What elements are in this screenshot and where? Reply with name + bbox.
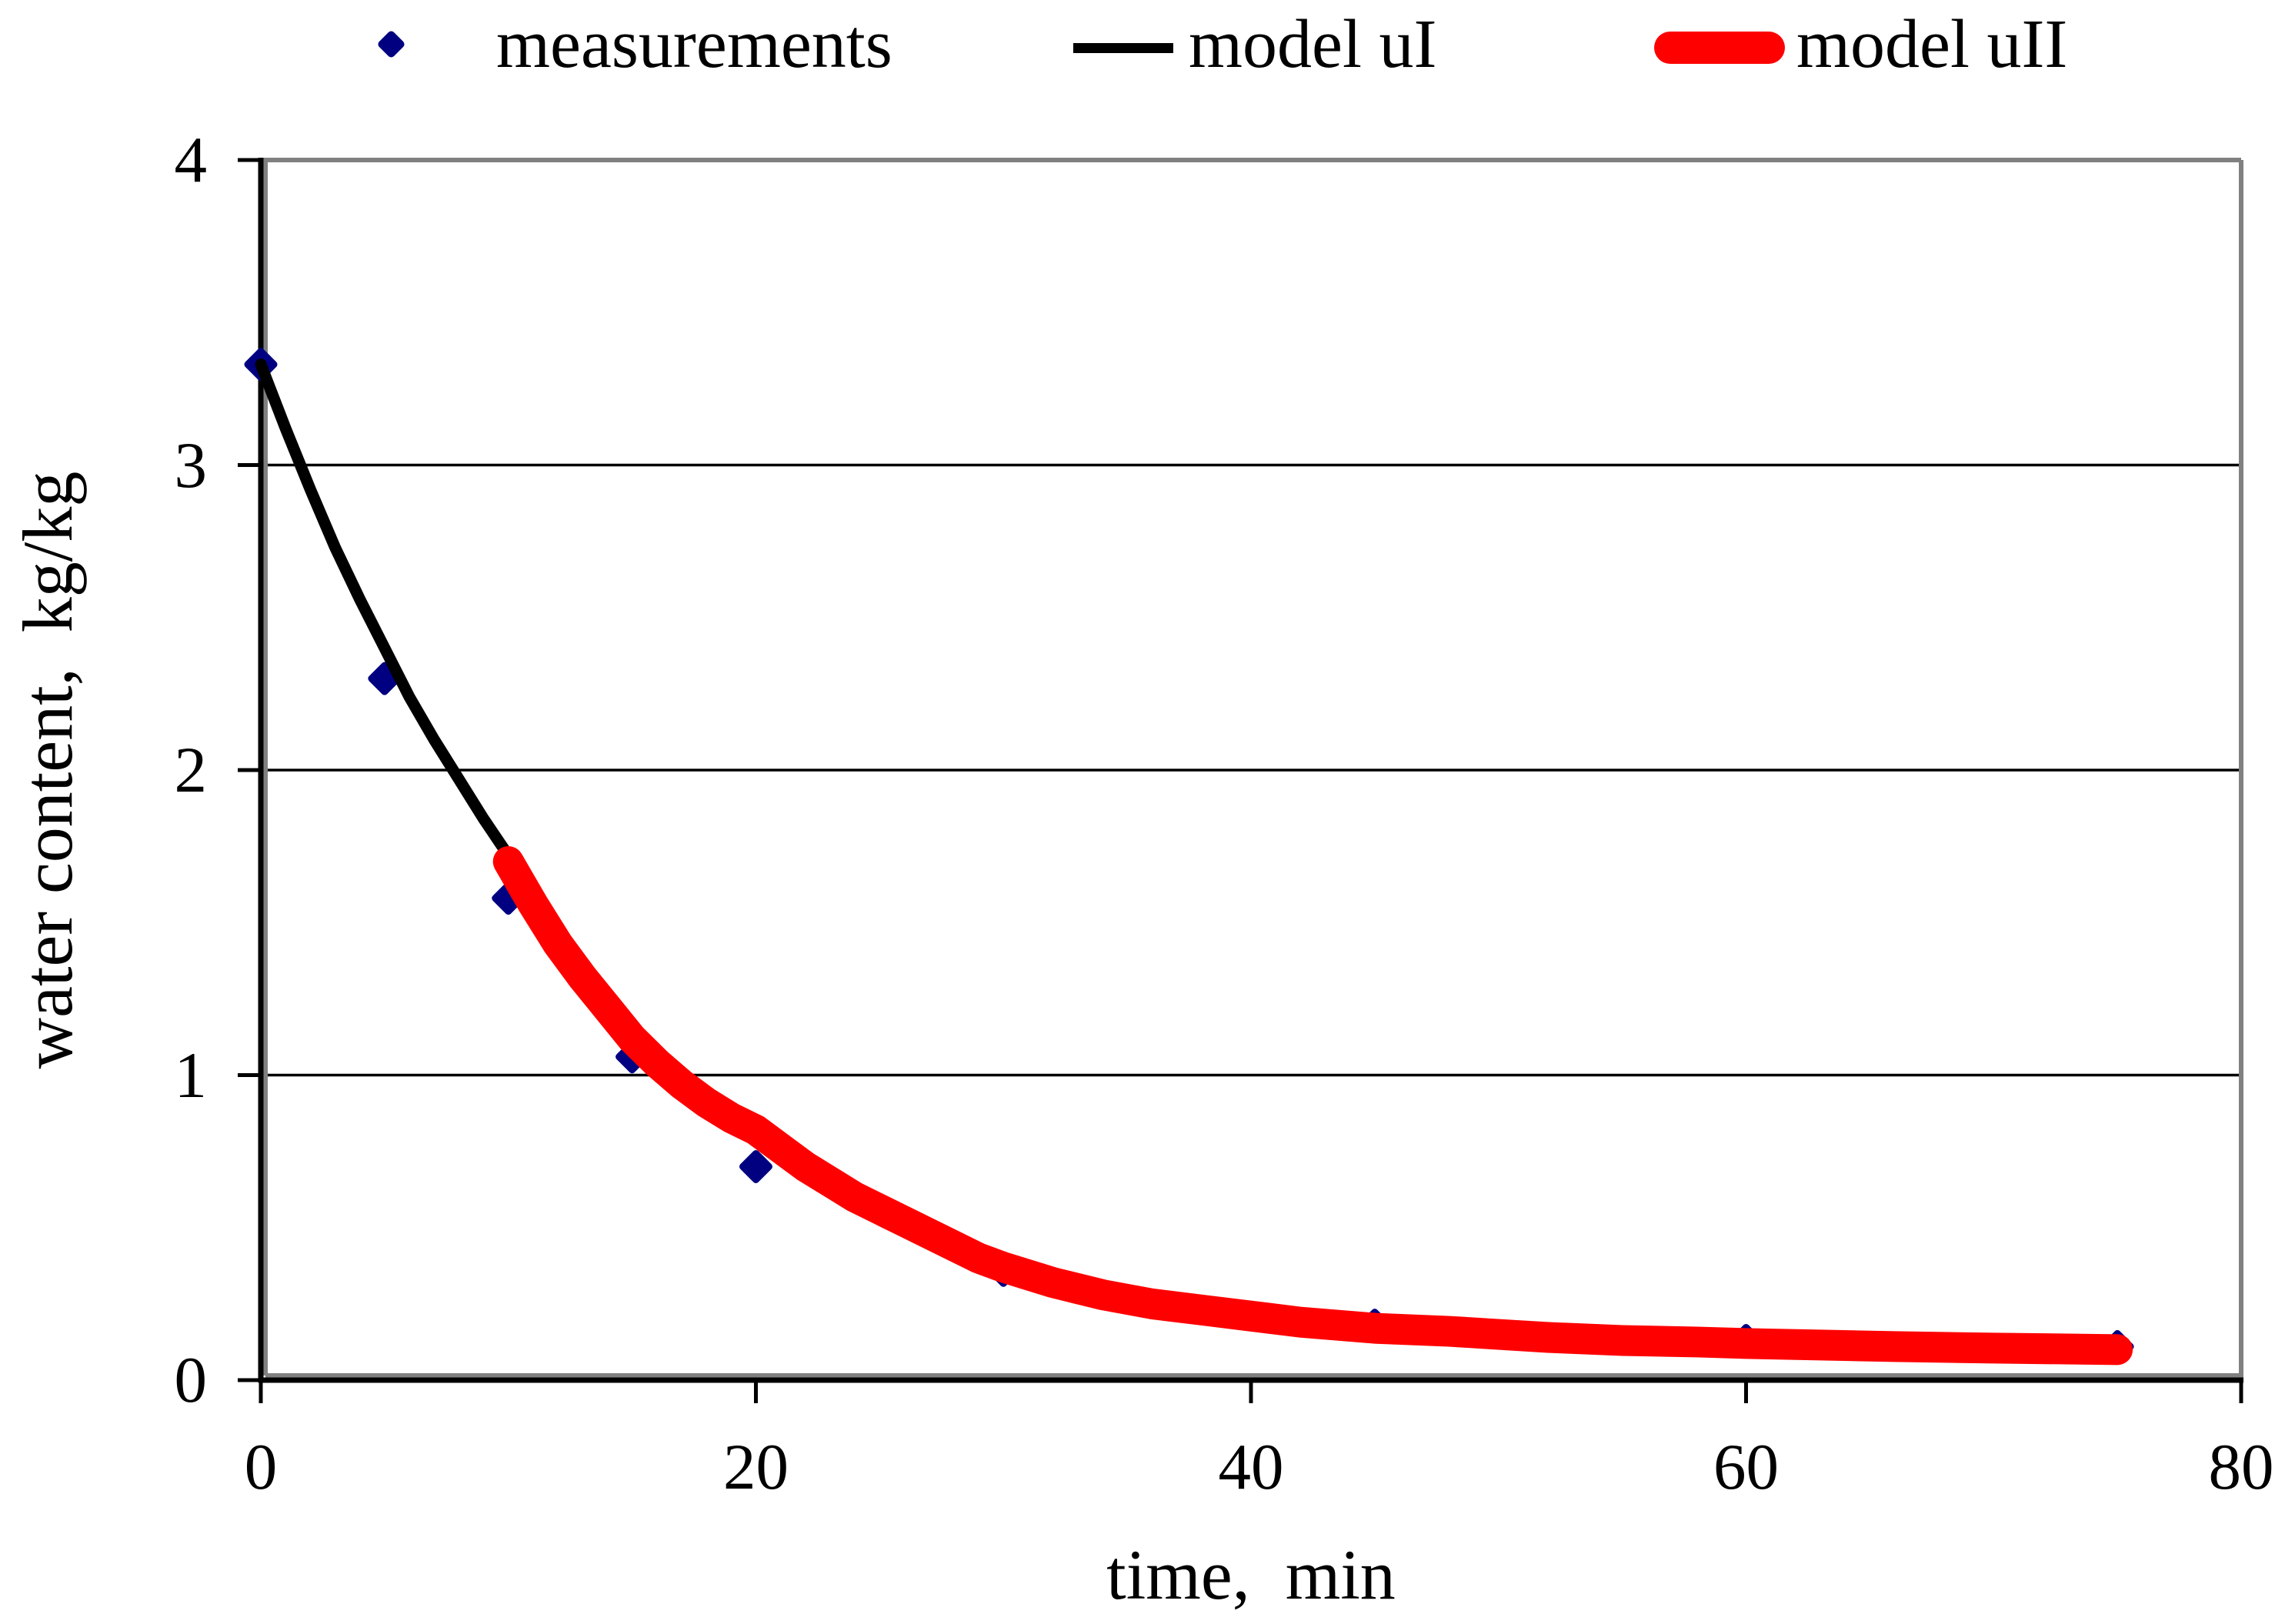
x-tick-label-0: 0 <box>244 1431 278 1503</box>
model-uII-line-icon <box>1654 32 1785 64</box>
y-tick-label-4: 4 <box>174 124 208 196</box>
data-point-diamond <box>739 1149 772 1183</box>
y-tick-label-3: 3 <box>174 429 208 502</box>
y-tick-label-1: 1 <box>174 1039 208 1112</box>
y-tick-label-2: 2 <box>174 734 208 806</box>
legend-label-model-uI: model uI <box>1189 6 1437 82</box>
legend-label-model-uII: model uII <box>1796 6 2068 82</box>
x-axis-title: time, min <box>1106 1536 1396 1614</box>
y-tick-label-0: 0 <box>174 1344 208 1416</box>
y-axis-title: water content, kg/kg <box>8 471 87 1069</box>
series-line-model-uII <box>492 845 2133 1366</box>
x-tick-label-20: 20 <box>723 1431 789 1503</box>
x-tick-label-80: 80 <box>2208 1431 2274 1503</box>
x-tick-label-40: 40 <box>1218 1431 1284 1503</box>
model-uI-line-icon <box>1073 43 1173 53</box>
series-line-model-uI <box>255 358 515 862</box>
x-tick-label-60: 60 <box>1713 1431 1779 1503</box>
legend-label-measurements: measurements <box>496 6 892 82</box>
